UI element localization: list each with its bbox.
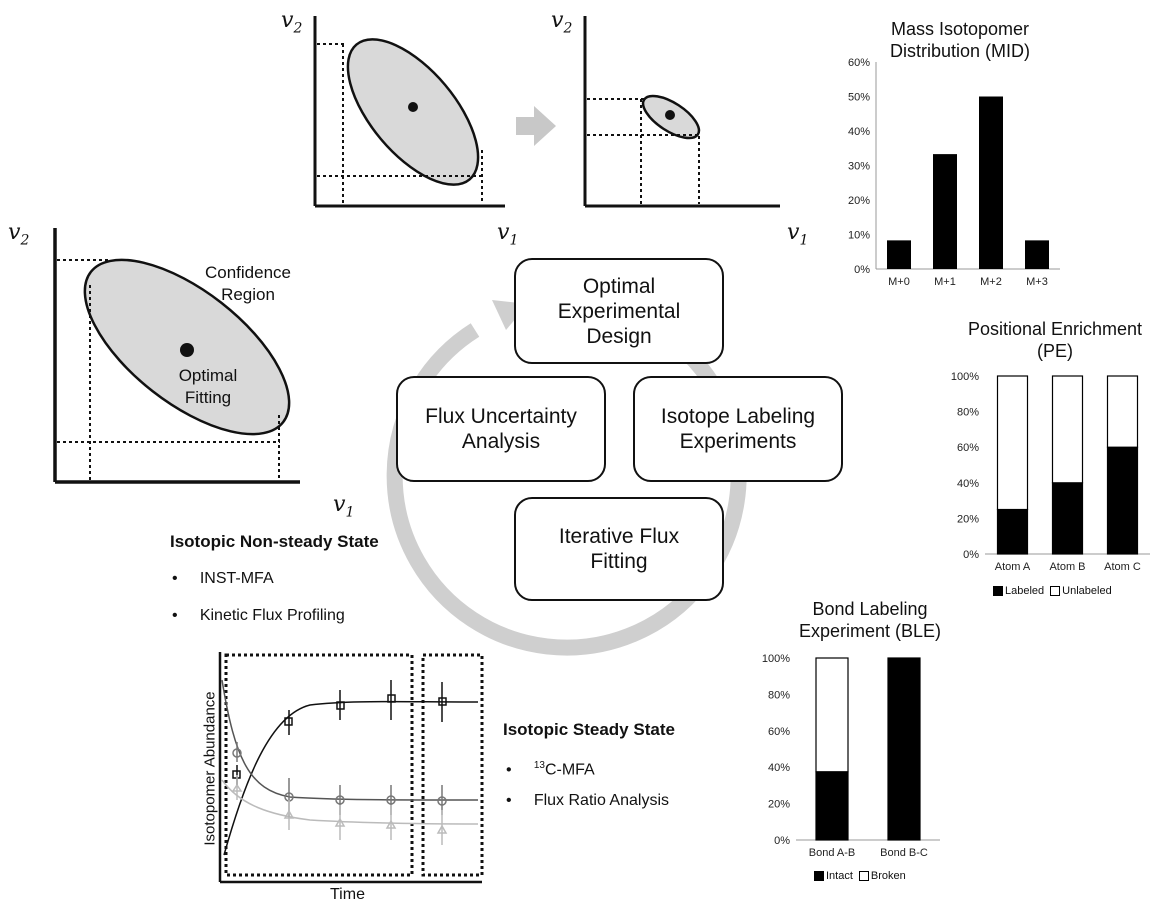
legend-swatch xyxy=(858,871,869,882)
bar-unlabeled-atom-a xyxy=(996,375,1029,511)
ble-legend: Intact Broken xyxy=(814,870,912,882)
y-tick-label: 20% xyxy=(768,799,790,811)
bar-mplus0 xyxy=(887,240,911,269)
axis-label-v2-main: v2 xyxy=(8,220,30,249)
improvement-arrow xyxy=(516,106,556,146)
y-tick-label: 0% xyxy=(774,835,790,847)
bar-intact-bond-b-c xyxy=(887,657,921,841)
optimal-experimental-design-box: Optimal Experimental Design xyxy=(514,258,724,364)
y-tick-label: 60% xyxy=(848,57,870,69)
small-plot-after xyxy=(583,16,780,208)
legend-item-unlabeled: Unlabeled xyxy=(1050,585,1112,597)
legend-label: Unlabeled xyxy=(1062,585,1112,597)
axis-label-v1-main: v1 xyxy=(333,492,355,521)
y-tick-label: 30% xyxy=(848,161,870,173)
legend-label: Labeled xyxy=(1005,585,1045,597)
x-tick-label: Atom B xyxy=(1049,561,1085,573)
y-tick-label: 0% xyxy=(963,549,979,561)
x-tick-label: M+2 xyxy=(980,276,1002,288)
legend-item-intact: Intact xyxy=(814,870,853,882)
bar-unlabeled-atom-b xyxy=(1051,375,1084,484)
nonsteady-item-2: • Kinetic Flux Profiling xyxy=(172,607,345,624)
flux-uncertainty-analysis-box: Flux Uncertainty Analysis xyxy=(396,376,606,482)
x-tick-label: Atom A xyxy=(995,561,1031,573)
y-tick-label: 60% xyxy=(768,726,790,738)
nonsteady-item-1: • INST-MFA xyxy=(172,570,274,587)
axis-label-v2-top-left: v2 xyxy=(281,8,303,37)
steady-item-2: • Flux Ratio Analysis xyxy=(506,792,669,809)
axis-label-v2-top-right: v2 xyxy=(551,8,573,37)
x-tick-label: Bond B-C xyxy=(880,847,928,859)
y-tick-label: 40% xyxy=(848,126,870,138)
legend-swatch xyxy=(993,586,1003,597)
legend-label: Broken xyxy=(870,870,906,882)
bar-broken-bond-a-b xyxy=(815,657,849,773)
time-plot-xlabel: Time xyxy=(330,886,365,903)
ble-bars: 0% 20% 40% 60% 80% 100% Bond A-B Bond B-C xyxy=(762,653,928,859)
y-tick-label: 20% xyxy=(848,195,870,207)
steady-heading: Isotopic Steady State xyxy=(503,720,675,739)
legend-label: Intact xyxy=(826,870,853,882)
axis-label-v1-top-left: v1 xyxy=(497,220,519,249)
axis-label-v1-top-right: v1 xyxy=(787,220,809,249)
x-tick-label: M+3 xyxy=(1026,276,1048,288)
bar-mplus1 xyxy=(933,154,957,269)
bar-mplus2 xyxy=(979,96,1003,269)
y-tick-label: 100% xyxy=(762,653,790,665)
isotope-labeling-experiments-box: Isotope Labeling Experiments xyxy=(633,376,843,482)
nonsteady-heading: Isotopic Non-steady State xyxy=(170,532,379,551)
nonsteady-window xyxy=(224,653,414,877)
bar-labeled-atom-c xyxy=(1106,446,1139,555)
legend-item-broken: Broken xyxy=(858,870,906,882)
legend-swatch xyxy=(814,871,824,882)
pe-chart-title: Positional Enrichment (PE) xyxy=(967,319,1143,361)
mid-chart-axes xyxy=(875,62,1060,270)
y-tick-label: 60% xyxy=(957,442,979,454)
confidence-region-label: Confidence Region xyxy=(204,263,291,304)
legend-swatch xyxy=(1050,586,1061,597)
y-tick-label: 40% xyxy=(768,762,790,774)
bar-labeled-atom-a xyxy=(996,508,1029,555)
steady-item-1: • 13C-MFA xyxy=(506,760,595,779)
steady-window xyxy=(421,653,484,877)
x-tick-label: Atom C xyxy=(1104,561,1141,573)
time-course-plot xyxy=(218,652,484,884)
optimal-fitting-label: Optimal Fitting xyxy=(178,366,238,407)
main-confidence-plot xyxy=(53,228,300,484)
bar-unlabeled-atom-c xyxy=(1106,375,1139,448)
optimal-fit-point xyxy=(180,343,194,357)
y-tick-label: 100% xyxy=(951,371,979,383)
y-tick-label: 0% xyxy=(854,264,870,276)
legend-item-labeled: Labeled xyxy=(993,585,1044,597)
mid-chart-title: Mass Isotopomer Distribution (MID) xyxy=(889,19,1031,61)
y-tick-label: 50% xyxy=(848,92,870,104)
bar-labeled-atom-b xyxy=(1051,482,1084,555)
y-tick-label: 20% xyxy=(957,513,979,525)
y-tick-label: 80% xyxy=(957,407,979,419)
x-tick-label: M+1 xyxy=(934,276,956,288)
y-tick-label: 40% xyxy=(957,478,979,490)
pe-bars: 0% 20% 40% 60% 80% 100% Atom A Atom B Atom C xyxy=(951,371,1141,573)
pe-legend: Labeled Unlabeled xyxy=(993,585,1118,597)
bar-intact-bond-a-b xyxy=(815,771,849,841)
ble-chart-title: Bond Labeling Experiment (BLE) xyxy=(798,599,942,641)
x-tick-label: Bond A-B xyxy=(809,847,855,859)
confidence-ellipse-large xyxy=(346,38,480,186)
y-tick-label: 10% xyxy=(848,230,870,242)
bar-mplus3 xyxy=(1025,240,1049,269)
iterative-flux-fitting-box: Iterative Flux Fitting xyxy=(514,497,724,601)
x-tick-label: M+0 xyxy=(888,276,910,288)
small-plot-before xyxy=(313,16,505,208)
mid-bars: 0% 10% 20% 30% 40% 50% 60% M+0 M+1 M+2 M+3 xyxy=(848,57,1049,288)
time-plot-ylabel: Isotopomer Abundance xyxy=(201,691,219,846)
y-tick-label: 80% xyxy=(768,689,790,701)
